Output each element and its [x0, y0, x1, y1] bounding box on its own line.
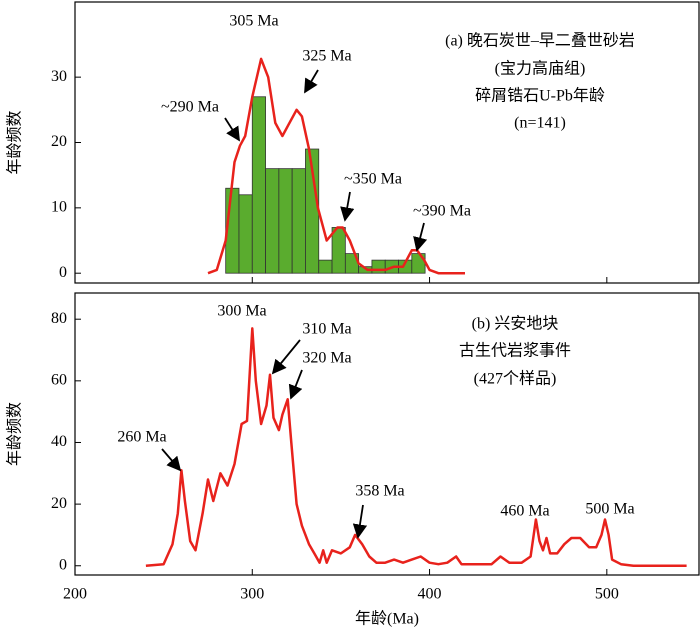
- annotation-arrow: [224, 117, 240, 142]
- annotation-arrow: [340, 191, 355, 222]
- x-axis-label: 年龄(Ma): [355, 610, 419, 628]
- legend-text: (宝力高庙组): [495, 60, 586, 78]
- y-tick-label: 40: [51, 433, 67, 450]
- x-tick-label: 400: [418, 586, 442, 603]
- y-tick-label: 0: [59, 264, 67, 281]
- legend-text: (n=141): [514, 115, 566, 132]
- annotation-arrow: [352, 504, 368, 539]
- x-tick-label: 200: [63, 586, 87, 603]
- annotation-arrow: [161, 448, 182, 472]
- x-tick-label: 300: [240, 586, 264, 603]
- histogram-bar: [238, 194, 253, 274]
- histogram-bar: [278, 168, 293, 274]
- histogram-bar: [265, 168, 280, 274]
- kde-line: [207, 57, 465, 275]
- y-axis-label: 年龄频数: [6, 110, 24, 174]
- histogram-bar: [331, 227, 346, 274]
- legend-text: (427个样品): [474, 370, 557, 388]
- histogram-bar: [371, 259, 386, 274]
- peak-annotation: 325 Ma: [302, 48, 351, 65]
- y-tick-label: 20: [51, 495, 67, 512]
- peak-annotation: ~290 Ma: [161, 99, 219, 116]
- histogram-bar: [291, 168, 306, 274]
- y-axis-label: 年龄频数: [6, 402, 24, 466]
- y-tick-label: 10: [51, 199, 67, 216]
- annotation-arrow: [271, 339, 301, 375]
- peak-annotation: ~390 Ma: [413, 203, 471, 220]
- peak-annotation: 358 Ma: [355, 483, 404, 500]
- x-tick-label: 500: [595, 586, 619, 603]
- histogram-bar: [318, 259, 333, 274]
- frequency-line: [145, 327, 687, 568]
- plot-frame: [74, 292, 700, 576]
- annotation-arrow: [288, 369, 303, 400]
- histogram-bar: [251, 96, 266, 274]
- peak-annotation: 320 Ma: [302, 350, 351, 367]
- annotation-arrow: [304, 69, 319, 94]
- y-tick-label: 60: [51, 372, 67, 389]
- legend-text: 碎屑锆石U-Pb年龄: [475, 87, 605, 105]
- peak-annotation: 260 Ma: [117, 429, 166, 446]
- peak-annotation: 305 Ma: [229, 13, 278, 30]
- y-tick-label: 30: [51, 68, 67, 85]
- peak-annotation: 500 Ma: [585, 501, 634, 518]
- legend-text: (a) 晚石炭世–早二叠世砂岩: [445, 32, 635, 50]
- y-tick-label: 0: [59, 556, 67, 573]
- legend-text: 古生代岩浆事件: [459, 342, 571, 360]
- peak-annotation: 460 Ma: [500, 503, 549, 520]
- peak-annotation: 310 Ma: [302, 321, 351, 338]
- y-tick-label: 20: [51, 133, 67, 150]
- peak-annotation: ~350 Ma: [344, 171, 402, 188]
- annotation-arrow: [413, 222, 428, 252]
- peak-annotation: 300 Ma: [217, 303, 266, 320]
- y-tick-label: 80: [51, 310, 67, 327]
- legend-text: (b) 兴安地块: [472, 315, 559, 333]
